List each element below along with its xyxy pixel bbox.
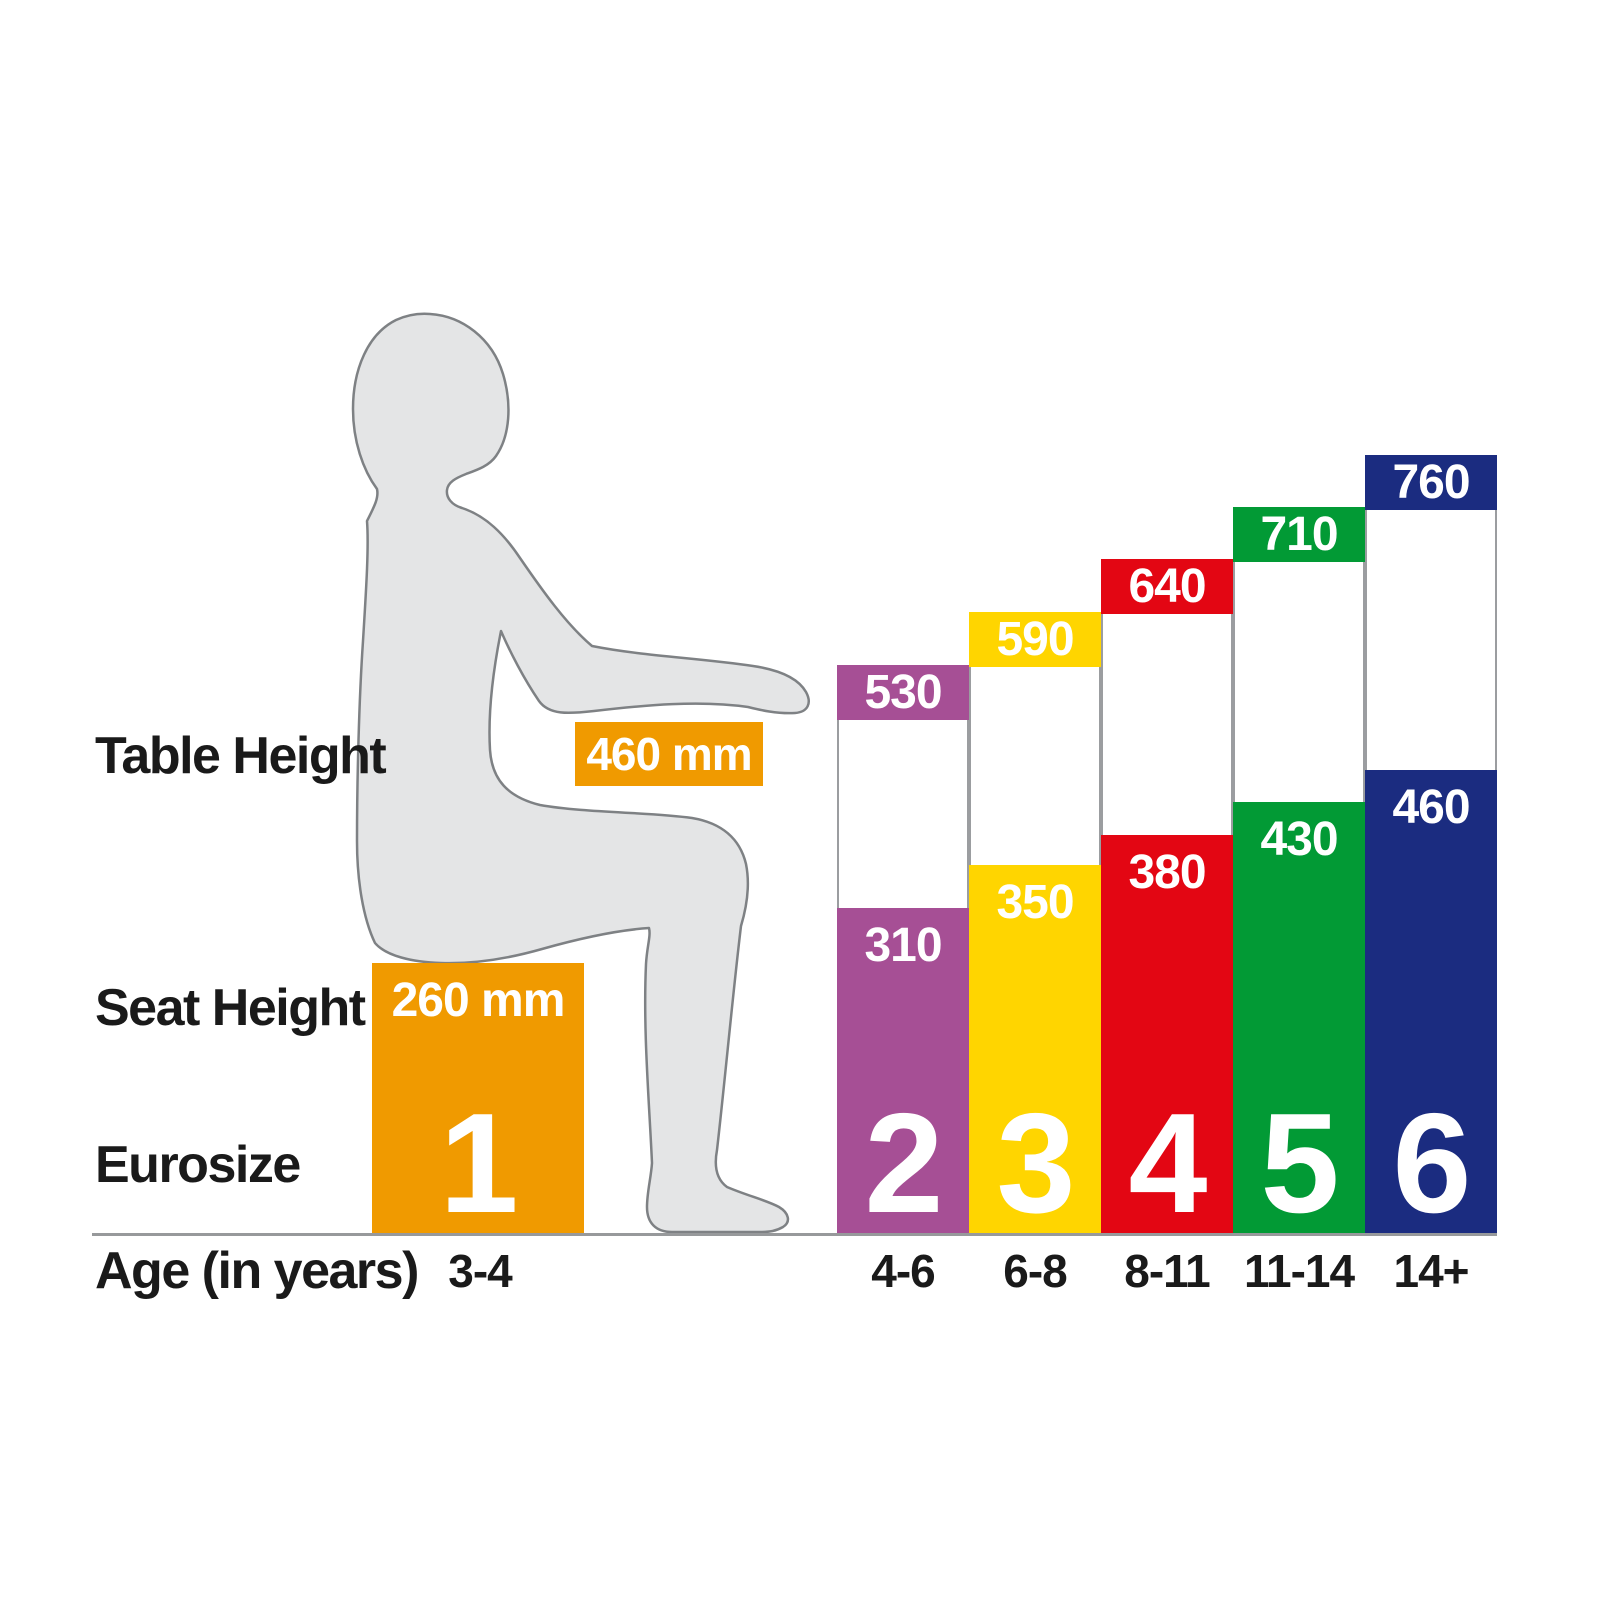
age-value-size3: 6-8: [1003, 1245, 1067, 1297]
eurosize-bar-6: 760 460 6: [1365, 0, 1497, 1600]
age-value-size4: 8-11: [1124, 1245, 1211, 1297]
bar-white-section: [837, 720, 969, 908]
table-height-block: 760: [1365, 455, 1497, 510]
seat-height-value-size1: 260 mm: [391, 974, 566, 1027]
eurosize-bar-5: 710 430 5: [1233, 0, 1365, 1600]
seat-height-block: 460 6: [1365, 770, 1497, 1244]
table-height-value: 760: [1392, 456, 1470, 509]
seat-height-value: 350: [996, 876, 1074, 929]
age-value-size2: 4-6: [871, 1245, 935, 1297]
table-height-value: 590: [996, 613, 1074, 666]
table-height-value: 530: [864, 666, 942, 719]
eurosize-number-5: 5: [1260, 1084, 1340, 1244]
bar-white-section: [1101, 614, 1233, 835]
eurosize-number-3: 3: [996, 1084, 1076, 1244]
seat-height-label: Seat Height: [95, 979, 366, 1037]
seat-height-block: 350 3: [969, 865, 1101, 1244]
age-value-size1: 3-4: [448, 1245, 512, 1297]
table-height-value: 710: [1260, 508, 1338, 561]
table-height-block: 640: [1101, 559, 1233, 614]
seat-height-value: 380: [1128, 846, 1206, 899]
eurosize-number-6: 6: [1392, 1084, 1472, 1244]
age-value-size6: 14+: [1393, 1245, 1469, 1297]
table-height-block: 530: [837, 665, 969, 720]
table-height-block: 710: [1233, 507, 1365, 562]
eurosize-number-4: 4: [1128, 1084, 1208, 1244]
table-height-block: 590: [969, 612, 1101, 667]
seat-height-block: 310 2: [837, 908, 969, 1244]
seat-height-block: 380 4: [1101, 835, 1233, 1244]
seat-height-value: 430: [1260, 813, 1338, 866]
age-label: Age (in years): [95, 1242, 419, 1300]
person-outline: [351, 312, 810, 1234]
eurosize-bar-2: 530 310 2: [837, 0, 969, 1600]
seat-height-value: 310: [864, 919, 942, 972]
table-height-box-size1: 460 mm: [575, 722, 763, 786]
table-height-label: Table Height: [95, 727, 387, 785]
table-height-value-size1: 460 mm: [586, 728, 752, 780]
seat-height-box-size1: 260 mm 1: [372, 963, 584, 1244]
seat-height-block: 430 5: [1233, 802, 1365, 1244]
ground-line: [92, 1233, 1497, 1236]
age-value-size5: 11-14: [1243, 1245, 1355, 1297]
table-height-value: 640: [1128, 560, 1206, 613]
seat-height-value: 460: [1392, 781, 1470, 834]
eurosize-bar-3: 590 350 3: [969, 0, 1101, 1600]
eurosize-label: Eurosize: [95, 1136, 301, 1194]
bar-white-section: [1365, 510, 1497, 770]
bar-white-section: [969, 667, 1101, 865]
eurosize-number-1: 1: [439, 1084, 519, 1244]
bar-white-section: [1233, 562, 1365, 802]
eurosize-bar-4: 640 380 4: [1101, 0, 1233, 1600]
eurosize-number-2: 2: [864, 1084, 944, 1244]
